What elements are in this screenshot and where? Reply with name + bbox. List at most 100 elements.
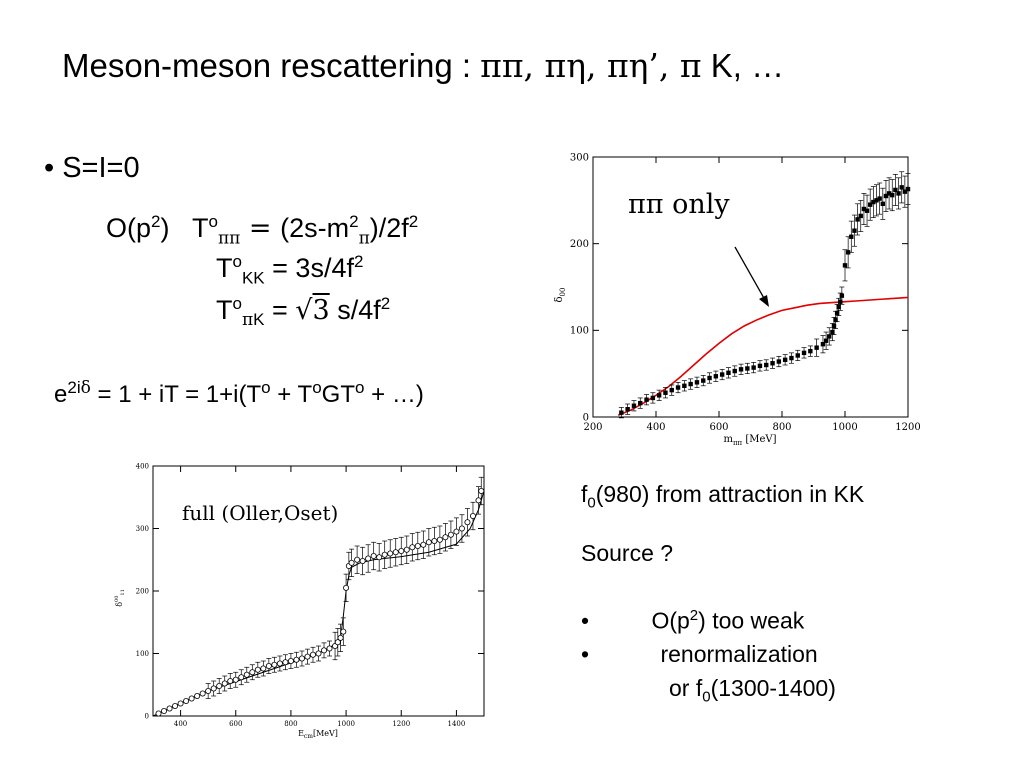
x-axis-label-sub: ππ <box>733 439 743 445</box>
model-curve <box>617 296 909 417</box>
item1-text: O(p <box>651 607 690 634</box>
equation-line-2: ToKK = 3s/4f2 <box>216 252 363 288</box>
data-point <box>883 193 889 199</box>
x-axis-label: mππ [MeV] <box>723 434 776 445</box>
data-point <box>688 381 693 387</box>
eq4-o3: o <box>355 378 365 397</box>
data-point <box>343 584 350 591</box>
data-point <box>315 650 322 657</box>
data-point <box>183 697 190 704</box>
data-point <box>227 677 234 684</box>
data-point <box>638 400 643 406</box>
data-point <box>871 199 876 205</box>
data-point <box>326 645 333 652</box>
x-tick-label: 200 <box>583 422 602 433</box>
data-point <box>776 359 782 364</box>
y-tick-label: 400 <box>136 462 149 470</box>
eq4-sup-delta: δ <box>80 378 91 398</box>
y-tick-label: 300 <box>570 152 589 163</box>
data-point <box>376 554 383 561</box>
data-point <box>348 559 355 566</box>
eq4-plus: + T <box>270 381 313 408</box>
x-tick-label: 1000 <box>337 720 355 728</box>
data-point <box>436 536 443 543</box>
y-tick-label: 0 <box>583 412 589 423</box>
y-axis-label-main: δ <box>554 296 565 302</box>
item1-sup: 2 <box>689 607 699 624</box>
data-point <box>321 647 328 654</box>
data-point <box>726 370 731 375</box>
data-point <box>447 531 454 538</box>
data-point <box>782 357 788 362</box>
data-point <box>243 671 250 678</box>
data-point <box>868 202 873 207</box>
title-greek: ππ, πη, πη’, π <box>480 46 702 85</box>
data-point <box>839 293 845 298</box>
annotation-full-oller-oset: full (Oller,Oset) <box>182 501 338 525</box>
y-axis-label-main: δ <box>115 602 124 607</box>
eq4-o2: o <box>312 378 322 397</box>
data-point <box>232 676 239 683</box>
data-point <box>381 551 388 558</box>
data-point <box>161 707 168 714</box>
bullet-2: • <box>581 641 590 667</box>
list-item-renormalization: • renormalization <box>581 641 818 668</box>
data-point <box>359 558 366 565</box>
data-point <box>221 680 228 687</box>
y-tick-label: 0 <box>145 712 149 720</box>
data-point <box>858 213 863 219</box>
data-point <box>293 656 300 663</box>
x-tick-label: 1200 <box>895 422 920 433</box>
data-point <box>886 191 892 196</box>
eq1-eq: = <box>240 213 281 244</box>
data-point <box>831 323 837 329</box>
data-point <box>469 513 476 520</box>
eq1-lhs: O(p <box>106 213 152 243</box>
sqrt-arg: 3 <box>312 295 330 326</box>
data-point <box>155 710 162 717</box>
data-point <box>309 651 316 658</box>
data-point <box>732 368 737 374</box>
data-point <box>260 665 267 672</box>
data-point <box>899 185 904 190</box>
eq1-rhs-sup: 2 <box>349 212 359 231</box>
f0-980-text: f0(980) from attraction in KK <box>581 481 864 512</box>
eq1-sub: ππ <box>217 228 241 249</box>
title-text: Meson-meson rescattering : <box>62 47 481 84</box>
f0-letter: f <box>581 481 588 507</box>
data-point <box>738 367 744 372</box>
annotation-arrow <box>734 246 766 301</box>
eq2-rhs-sup: 2 <box>353 252 364 271</box>
equation-line-3: ToπK = √3 s/4f2 <box>216 294 390 330</box>
eq1-t: T <box>192 213 209 243</box>
data-point <box>425 539 432 546</box>
data-point <box>890 192 895 198</box>
data-point <box>656 393 662 398</box>
bullet-1: • <box>581 607 590 634</box>
data-point <box>694 380 700 385</box>
data-point <box>675 385 681 390</box>
data-point <box>249 669 256 676</box>
data-point <box>271 661 278 668</box>
x-tick-label: 400 <box>646 422 665 433</box>
eq3-rhs-sup: 2 <box>380 294 391 313</box>
data-point <box>199 690 206 697</box>
data-point <box>276 660 283 667</box>
arrow-head <box>759 295 769 307</box>
data-point <box>770 361 775 366</box>
data-point <box>833 317 838 323</box>
y-tick-label: 300 <box>136 525 149 533</box>
title-tail: K, … <box>701 47 785 84</box>
data-point <box>845 250 851 255</box>
eq4-sup-a: 2i <box>67 378 81 397</box>
data-point <box>644 397 649 402</box>
eq4-tail: + …) <box>364 381 424 408</box>
data-point <box>814 345 819 350</box>
data-point <box>210 685 217 692</box>
data-point <box>855 217 860 222</box>
data-point <box>823 338 829 343</box>
chart-full-oller-oset: 400 600 800 1000 1200 1400 0 100 200 300 400 Ecm[Me… <box>114 462 485 740</box>
x-axis-label-main: E <box>298 729 304 738</box>
data-point <box>745 366 750 371</box>
